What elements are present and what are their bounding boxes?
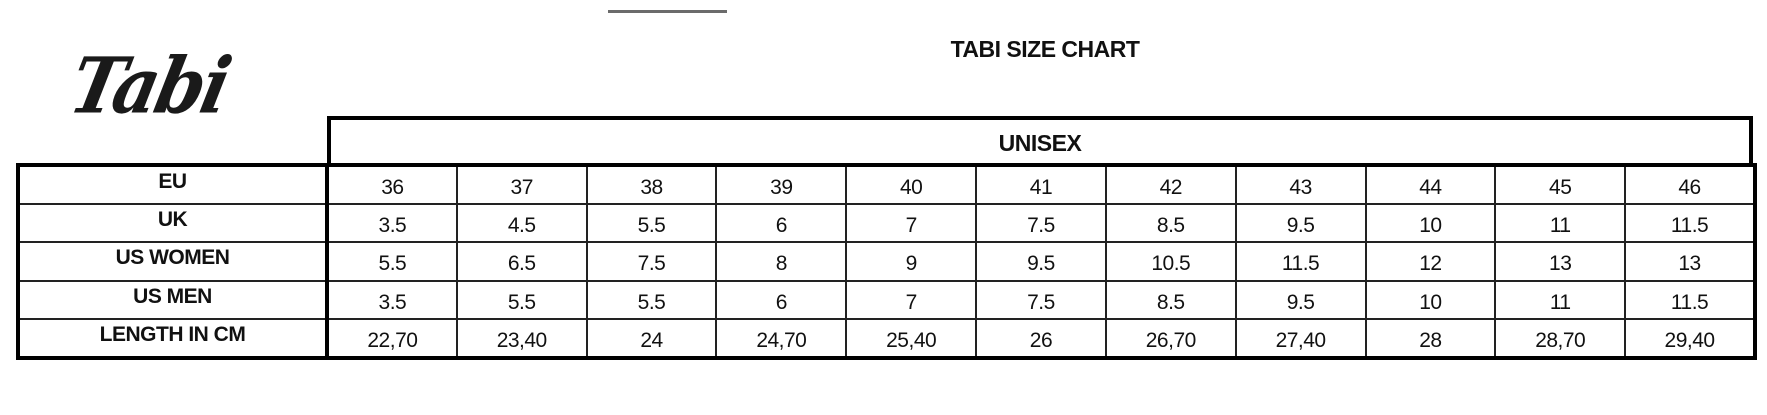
size-cell: 41 [975, 163, 1107, 206]
size-cell: 13 [1624, 241, 1756, 282]
size-cell: 11 [1494, 279, 1627, 320]
size-cell: 27,40 [1234, 317, 1367, 360]
size-cell: 7.5 [975, 279, 1107, 320]
size-cell: 40 [845, 163, 978, 206]
size-cell: 4.5 [455, 203, 588, 244]
table-row: US WOMEN 5.5 6.5 7.5 8 9 9.5 10.5 11.5 12 13 13 [17, 241, 1756, 282]
size-cell: 42 [1104, 163, 1237, 206]
size-cell: 23,40 [455, 317, 588, 360]
size-cell: 6.5 [455, 241, 588, 282]
size-cell: 5.5 [585, 203, 718, 244]
tabi-logo: Tabi [62, 39, 237, 132]
size-cell: 39 [715, 163, 848, 206]
size-cell: 12 [1364, 241, 1497, 282]
size-cell: 5.5 [455, 279, 588, 320]
size-cell: 26,70 [1104, 317, 1237, 360]
size-cell: 44 [1364, 163, 1497, 206]
size-cell: 7.5 [585, 241, 718, 282]
size-cell: 25,40 [845, 317, 978, 360]
size-cell: 38 [585, 163, 718, 206]
top-divider [608, 10, 727, 13]
size-cell: 37 [455, 163, 588, 206]
size-cell: 11.5 [1624, 279, 1756, 320]
size-cell: 9.5 [1234, 279, 1367, 320]
size-cell: 8.5 [1104, 279, 1237, 320]
row-label: UK [17, 203, 329, 244]
size-cell: 7.5 [975, 203, 1107, 244]
size-cell: 43 [1234, 163, 1367, 206]
size-cell: 36 [326, 163, 458, 206]
size-cell: 3.5 [326, 203, 458, 244]
size-cell: 8 [715, 241, 848, 282]
size-cell: 22,70 [326, 317, 458, 360]
table-row: US MEN 3.5 5.5 5.5 6 7 7.5 8.5 9.5 10 11 11.5 [17, 279, 1756, 320]
size-cell: 9.5 [975, 241, 1107, 282]
size-cell: 6 [715, 279, 848, 320]
size-cell: 11 [1494, 203, 1627, 244]
size-cell: 11.5 [1234, 241, 1367, 282]
table-row: EU 36 37 38 39 40 41 42 43 44 45 46 [17, 163, 1756, 206]
size-cell: 10 [1364, 203, 1497, 244]
size-cell: 5.5 [326, 241, 458, 282]
size-cell: 6 [715, 203, 848, 244]
size-cell: 5.5 [585, 279, 718, 320]
size-cell: 11.5 [1624, 203, 1756, 244]
size-cell: 10 [1364, 279, 1497, 320]
row-label: US MEN [17, 279, 329, 320]
size-cell: 24 [585, 317, 718, 360]
size-cell: 9.5 [1234, 203, 1367, 244]
size-cell: 28 [1364, 317, 1497, 360]
size-cell: 24,70 [715, 317, 848, 360]
size-table: EU 36 37 38 39 40 41 42 43 44 45 46 UK 3.5 4.5 5.5 6 7 7.5… [16, 163, 1757, 360]
row-label: LENGTH IN CM [17, 317, 329, 360]
unisex-header: UNISEX [327, 116, 1753, 163]
table-row: UK 3.5 4.5 5.5 6 7 7.5 8.5 9.5 10 11 11.5 [17, 203, 1756, 244]
size-cell: 9 [845, 241, 978, 282]
size-cell: 7 [845, 279, 978, 320]
size-cell: 29,40 [1624, 317, 1756, 360]
size-cell: 7 [845, 203, 978, 244]
size-cell: 10.5 [1104, 241, 1237, 282]
page-title: TABI SIZE CHART [950, 36, 1140, 62]
table-row: LENGTH IN CM 22,70 23,40 24 24,70 25,40 26 26,7… [17, 317, 1756, 360]
size-cell: 46 [1624, 163, 1756, 206]
size-cell: 13 [1494, 241, 1627, 282]
size-cell: 26 [975, 317, 1107, 360]
size-cell: 28,70 [1494, 317, 1627, 360]
size-cell: 45 [1494, 163, 1627, 206]
size-cell: 8.5 [1104, 203, 1237, 244]
size-cell: 3.5 [326, 279, 458, 320]
row-label: US WOMEN [17, 241, 329, 282]
row-label: EU [17, 163, 329, 206]
unisex-label: UNISEX [998, 130, 1082, 156]
